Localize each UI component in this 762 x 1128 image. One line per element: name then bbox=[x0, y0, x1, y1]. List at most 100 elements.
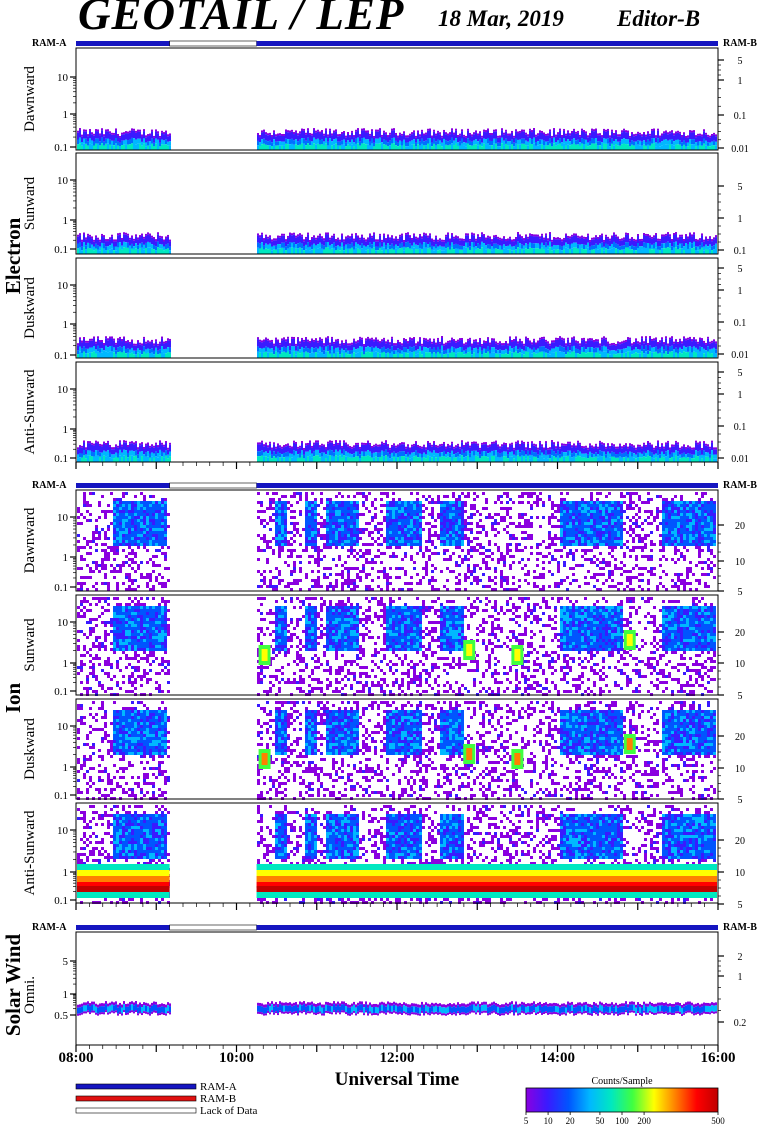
left-tick-label: 1 bbox=[63, 552, 69, 564]
right-tick-label: 0.1 bbox=[734, 246, 747, 257]
right-tick-label: 0.1 bbox=[734, 111, 747, 122]
right-tick-label: 0.1 bbox=[734, 318, 747, 329]
right-tick-label: 0.01 bbox=[731, 144, 749, 155]
panel-label: Dawnward bbox=[22, 507, 38, 573]
ion-panel-frame-3 bbox=[75, 698, 719, 800]
plot-editor: Editor-B bbox=[617, 6, 701, 31]
right-tick-label: 2 bbox=[738, 952, 743, 963]
panel-label: Anti-Sunward bbox=[22, 369, 38, 454]
legend-swatch-1 bbox=[75, 1095, 197, 1102]
right-tick-label: 10 bbox=[735, 659, 745, 670]
ram-label-right: RAM-B bbox=[723, 922, 757, 933]
right-tick-label: 5 bbox=[738, 264, 743, 275]
lack-of-data-bar-1 bbox=[169, 40, 257, 47]
ion-spectrogram-3 bbox=[77, 701, 716, 800]
ion-spectrogram-1 bbox=[77, 492, 716, 591]
right-tick-label: 0.2 bbox=[734, 1018, 747, 1029]
left-tick-label: 10 bbox=[57, 617, 69, 629]
lack-of-data-bar-2 bbox=[169, 482, 257, 489]
left-tick-label: 10 bbox=[57, 512, 69, 524]
left-tick-label: 1 bbox=[63, 867, 69, 879]
ion-panel-frame-2 bbox=[75, 594, 719, 696]
ram-a-bar-1 bbox=[76, 41, 170, 46]
left-tick-label: 10 bbox=[57, 721, 69, 733]
ram-a-bar-2 bbox=[256, 483, 718, 488]
left-tick-label: 1 bbox=[63, 424, 69, 436]
left-tick-label: 0.1 bbox=[54, 686, 68, 698]
colorbar-tick-label: 100 bbox=[615, 1116, 629, 1126]
left-tick-label: 1 bbox=[63, 658, 69, 670]
panel-label: Duskward bbox=[22, 718, 38, 780]
solar-wind-panel-frame-1 bbox=[75, 931, 719, 1046]
ram-label-left: RAM-A bbox=[32, 38, 67, 49]
left-tick-label: 1 bbox=[63, 762, 69, 774]
right-tick-label: 5 bbox=[738, 182, 743, 193]
right-tick-label: 0.1 bbox=[734, 422, 747, 433]
right-tick-label: 5 bbox=[738, 587, 743, 598]
right-tick-label: 5 bbox=[738, 691, 743, 702]
ram-label-left: RAM-A bbox=[32, 922, 67, 933]
group-label: Solar Wind bbox=[1, 934, 25, 1036]
electron-panel-frame-2 bbox=[75, 152, 719, 255]
plot-date: 18 Mar, 2019 bbox=[438, 6, 564, 31]
panel-label: Sunward bbox=[22, 618, 38, 672]
left-tick-label: 0.5 bbox=[54, 1010, 68, 1022]
right-tick-label: 10 bbox=[735, 557, 745, 568]
right-tick-label: 1 bbox=[738, 390, 743, 401]
right-tick-label: 1 bbox=[738, 972, 743, 983]
electron-spectrogram-1 bbox=[77, 128, 717, 150]
right-tick-label: 20 bbox=[735, 836, 745, 847]
right-tick-label: 5 bbox=[738, 368, 743, 379]
x-tick-label: 16:00 bbox=[701, 1050, 736, 1066]
ram-a-bar-3 bbox=[256, 925, 718, 930]
right-tick-label: 10 bbox=[735, 868, 745, 879]
right-tick-label: 5 bbox=[738, 795, 743, 806]
group-label: Electron bbox=[1, 217, 25, 294]
legend-swatch-2 bbox=[75, 1107, 197, 1114]
left-tick-label: 10 bbox=[57, 175, 69, 187]
colorbar-tick-label: 50 bbox=[595, 1116, 605, 1126]
right-tick-label: 0.01 bbox=[731, 454, 749, 465]
colorbar-tick-label: 500 bbox=[711, 1116, 725, 1126]
electron-spectrogram-4 bbox=[77, 440, 717, 462]
left-tick-label: 0.1 bbox=[54, 244, 68, 256]
right-tick-label: 1 bbox=[738, 286, 743, 297]
colorbar-tick-label: 5 bbox=[524, 1116, 529, 1126]
left-tick-label: 1 bbox=[63, 109, 69, 121]
colorbar-tick-label: 20 bbox=[566, 1116, 576, 1126]
ram-a-bar-3 bbox=[76, 925, 170, 930]
left-tick-label: 10 bbox=[57, 384, 69, 396]
right-tick-label: 1 bbox=[738, 76, 743, 87]
lack-of-data-bar-3 bbox=[169, 924, 257, 931]
panel-label: Sunward bbox=[22, 176, 38, 230]
ion-spectrogram-4 bbox=[77, 805, 717, 904]
x-tick-label: 10:00 bbox=[219, 1050, 254, 1066]
left-tick-label: 1 bbox=[63, 989, 69, 1001]
left-tick-label: 10 bbox=[57, 72, 69, 84]
electron-spectrogram-3 bbox=[77, 336, 717, 358]
colorbar-tick-label: 200 bbox=[637, 1116, 651, 1126]
right-tick-label: 1 bbox=[738, 214, 743, 225]
left-tick-label: 0.1 bbox=[54, 895, 68, 907]
left-tick-label: 10 bbox=[57, 825, 69, 837]
left-tick-label: 0.1 bbox=[54, 790, 68, 802]
solar-wind-spectrogram bbox=[77, 1001, 717, 1016]
ram-label-right: RAM-B bbox=[723, 480, 757, 491]
left-tick-label: 0.1 bbox=[54, 582, 68, 594]
left-tick-label: 0.1 bbox=[54, 142, 68, 154]
ion-panel-frame-1 bbox=[75, 489, 719, 592]
colorbar bbox=[525, 1087, 719, 1113]
right-tick-label: 20 bbox=[735, 732, 745, 743]
left-tick-label: 1 bbox=[63, 215, 69, 227]
right-tick-label: 5 bbox=[738, 900, 743, 911]
right-tick-label: 5 bbox=[738, 56, 743, 67]
panel-label: Omni. bbox=[22, 976, 38, 1014]
right-tick-label: 10 bbox=[735, 764, 745, 775]
ram-a-bar-2 bbox=[76, 483, 170, 488]
x-tick-label: 14:00 bbox=[540, 1050, 575, 1066]
electron-panel-frame-3 bbox=[75, 257, 719, 359]
legend-label: Lack of Data bbox=[200, 1105, 258, 1117]
right-tick-label: 20 bbox=[735, 628, 745, 639]
